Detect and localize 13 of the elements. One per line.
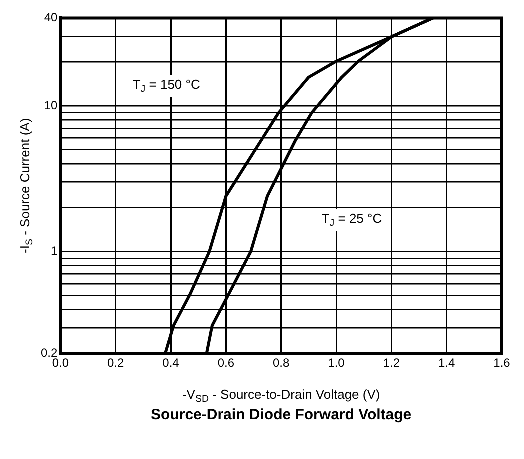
- x-tick-label: 0.6: [218, 356, 235, 370]
- x-tick-label: 1.0: [328, 356, 346, 370]
- x-tick-label: 1.6: [494, 356, 511, 370]
- x-tick-label: 0.2: [108, 356, 125, 370]
- text: Source-Drain Diode Forward Voltage: [151, 406, 412, 424]
- x-tick-label: 0.8: [272, 356, 290, 370]
- y-tick-label: 10: [44, 98, 58, 112]
- x-tick-label: 1.4: [438, 356, 456, 370]
- x-tick-label: 1.2: [383, 356, 400, 370]
- y-tick-label: 40: [44, 10, 58, 25]
- x-tick-label: 0.4: [162, 356, 180, 370]
- y-axis-title: -IS - Source Current (A): [18, 118, 36, 254]
- y-tick-label: 1: [50, 244, 58, 258]
